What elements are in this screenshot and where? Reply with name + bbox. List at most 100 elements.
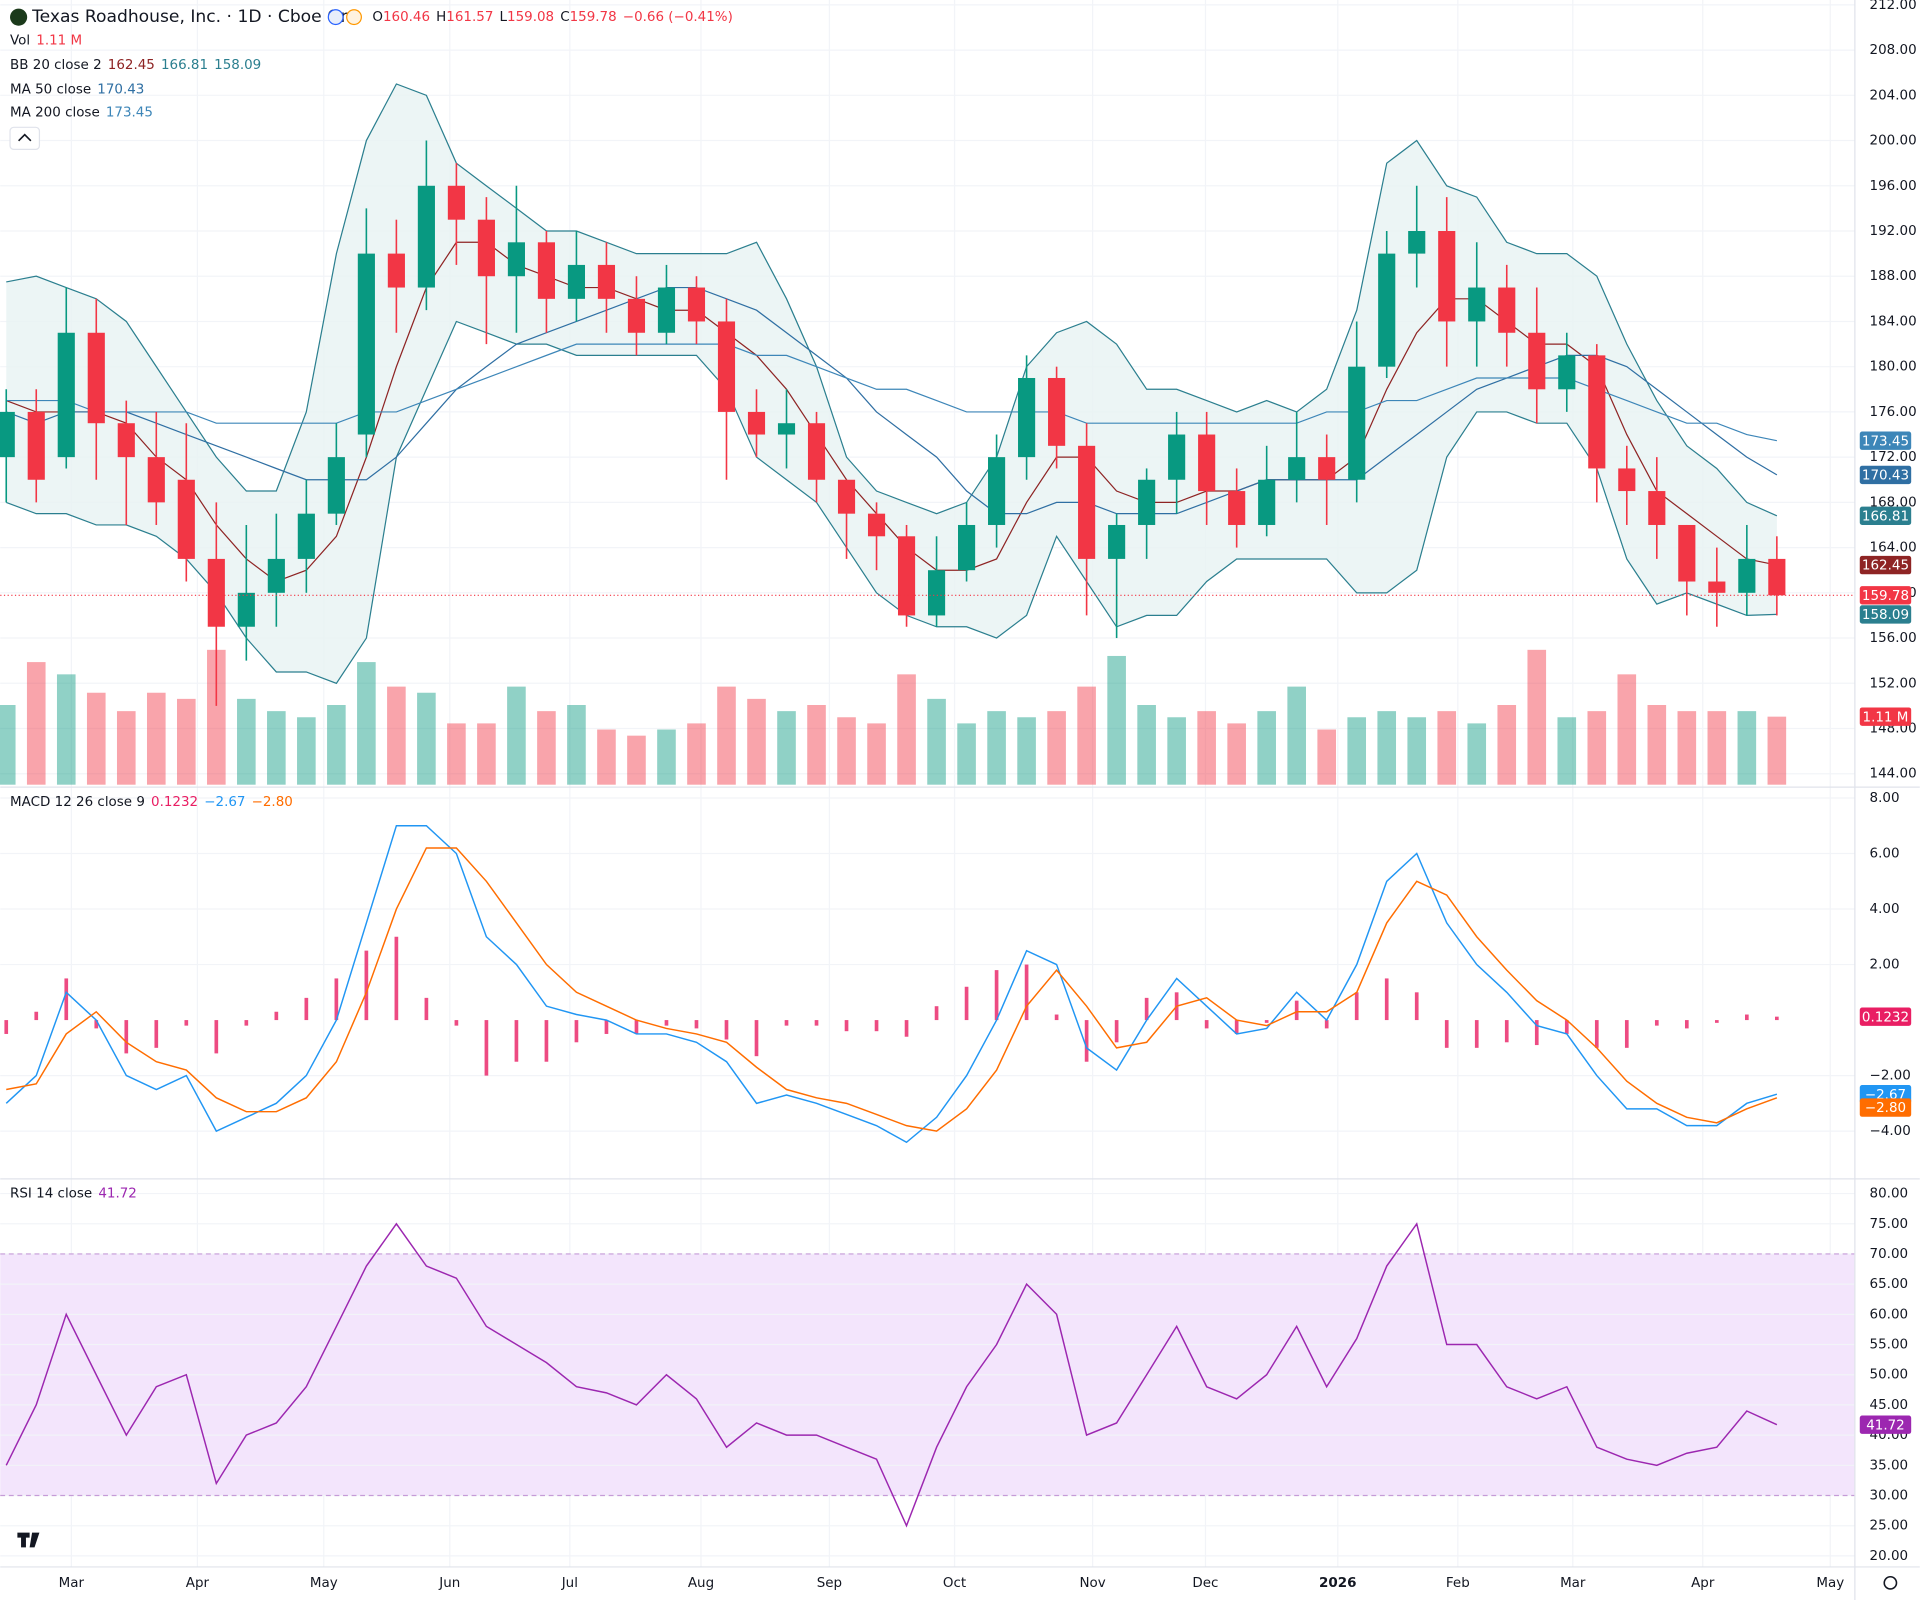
x-tick-label: Mar [59,1576,85,1591]
volume-bar [1617,674,1637,785]
ohlc-label: H [436,10,446,25]
y-tick-label: 144.00 [1870,767,1917,782]
volume-bar [177,698,196,785]
x-tick-label: Sep [817,1576,842,1591]
volume-bar [1167,717,1186,785]
candle-body [1618,468,1636,492]
candle-body [567,264,586,299]
volume-bar [747,698,766,785]
indicator-legend: RSI 14 close 41.72 [10,1187,137,1202]
bollinger-lower [6,320,1777,685]
y-tick-label: 188.00 [1870,269,1917,284]
x-tick-label: Apr [1691,1576,1715,1591]
candle-body [687,287,706,322]
session-icon[interactable] [327,9,344,26]
volume-bar [327,705,346,785]
ohlc-value: 161.57 [446,10,493,25]
y-tick-label: 8.00 [1870,791,1900,806]
y-tick-label: 180.00 [1870,360,1917,375]
candle-body [867,513,886,537]
y-tick-label: −2.00 [1870,1069,1911,1084]
y-tick-label: 156.00 [1870,631,1917,646]
collapse-button[interactable] [9,126,41,150]
volume-bar [1137,705,1156,785]
volume-bar [867,723,886,785]
legend-value: −2.67 [204,795,245,810]
candle-body [297,513,315,559]
candle-body [1348,366,1366,480]
volume-bar [807,705,826,785]
legend-name: MACD 12 26 close 9 [10,795,145,810]
symbol-title: Texas Roadhouse, Inc. · 1D · Cboe One [31,7,362,27]
data-layer [0,83,1855,1528]
y-tick-label: 200.00 [1870,134,1917,149]
indicator-legend: MACD 12 26 close 9 0.1232 −2.67 −2.80 [10,795,293,810]
y-tick-label: 30.00 [1870,1489,1909,1504]
y-tick-label: 164.00 [1870,541,1917,556]
x-tick-label: Jul [561,1576,578,1591]
volume-bar [657,729,676,785]
volume-bar [297,717,316,785]
candle-body [237,592,255,627]
legend-value: 1.11 M [36,33,82,48]
volume-bar [1587,711,1607,785]
axis-badge-label: −2.80 [1865,1101,1906,1116]
volume-bar [1317,729,1336,785]
legend-name: MA 50 close [10,82,91,97]
y-tick-label: 6.00 [1870,846,1900,861]
y-tick-label: 168.00 [1870,495,1917,510]
candle-body [1018,377,1036,458]
volume-bar [1197,711,1216,785]
y-tick-label: 65.00 [1870,1277,1909,1292]
volume-bar [447,723,466,785]
ohlc-label: C [560,10,569,25]
candle-body [1498,287,1516,333]
candle-body [357,253,375,435]
axis-badge-label: 170.43 [1862,469,1909,484]
y-tick-label: 2.00 [1870,958,1900,973]
candle-body [807,423,826,480]
legend-value: 166.81 [161,58,208,73]
volume-bar [1527,649,1547,785]
volume-bar [627,735,646,785]
y-tick-label: −4.00 [1870,1124,1911,1139]
y-tick-label: 192.00 [1870,224,1917,239]
volume-bar [387,686,406,785]
candle-body [1738,558,1756,593]
candle-body [1198,434,1216,492]
axis-badge-label: 1.11 M [1863,710,1909,725]
y-tick-label: 50.00 [1870,1368,1909,1383]
candle-body [1288,457,1306,480]
axis-badge [1859,1007,1912,1026]
volume-bar [1407,717,1427,785]
settings-icon[interactable] [1883,1575,1898,1590]
y-tick-label: 35.00 [1870,1458,1909,1473]
volume-bar [957,723,976,785]
delay-icon[interactable] [346,9,362,26]
indicator-legend: MA 200 close 173.45 [10,106,153,121]
axis-badge-label: 41.72 [1866,1418,1905,1433]
y-tick-label: 4.00 [1870,902,1900,917]
volume-bar [687,723,706,785]
candle-body [988,457,1006,525]
rsi-line [5,1222,1778,1528]
text-layer: Texas Roadhouse, Inc. · 1D · Cboe One O1… [9,7,1912,1590]
volume-bar [1707,711,1727,785]
volume-bar [477,723,496,785]
legend-name: RSI 14 close [10,1187,92,1202]
candle-body [1168,434,1186,480]
candle-body [1108,524,1126,559]
volume-bar [1647,705,1667,785]
volume-bar [927,698,946,785]
legend-value: 0.1232 [151,795,198,810]
volume-bar [357,662,376,785]
bollinger-fill [6,83,1777,684]
volume-bar [1767,716,1787,785]
axis-badge [1859,605,1912,624]
volume-bar [777,711,796,785]
signal-line [6,847,1778,1132]
ohlc-value: 159.78 [570,10,617,25]
ohlc-value: 160.46 [383,10,430,25]
